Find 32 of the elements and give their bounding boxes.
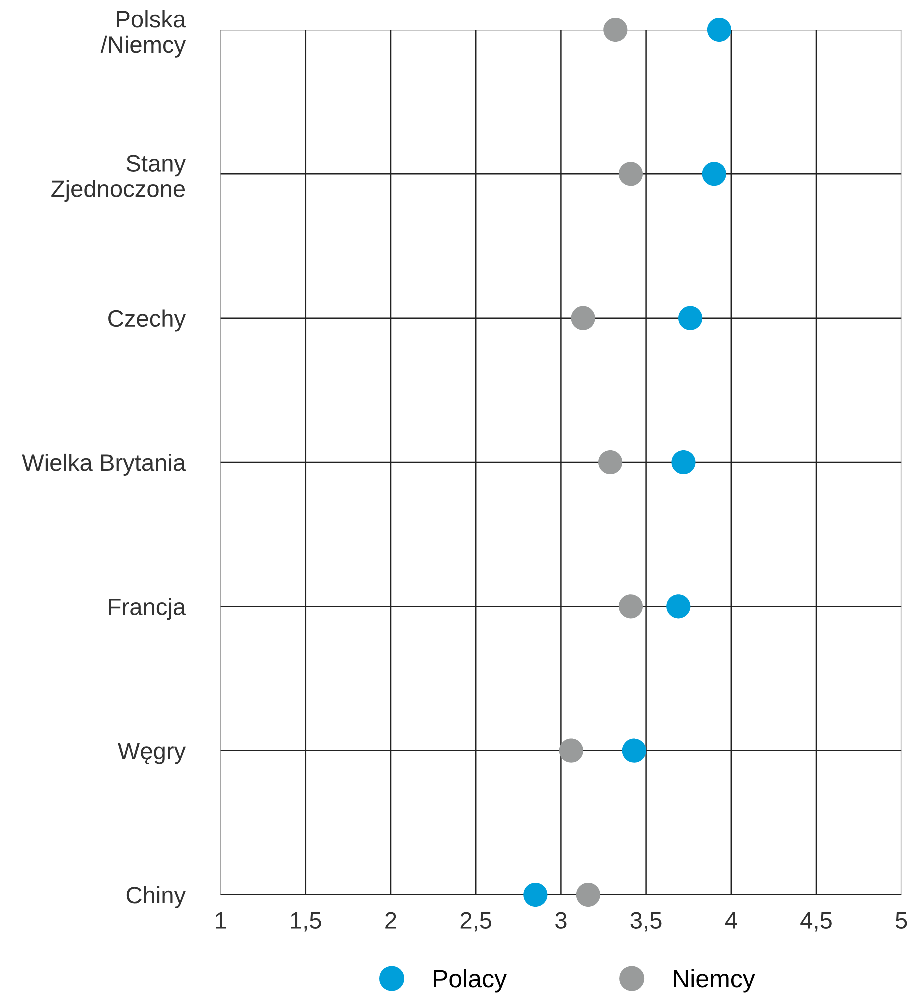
point: [672, 450, 696, 475]
point: [678, 306, 703, 330]
point: [622, 738, 646, 763]
point: [576, 882, 600, 908]
x-tick-label: 5: [896, 912, 908, 930]
point: [707, 18, 732, 42]
point: [618, 162, 644, 186]
x-tick-label: 1,5: [291, 912, 322, 932]
point: [524, 882, 548, 908]
y-tick-label: Stany Zjednoczone: [52, 155, 186, 202]
y-tick-label: Wielka Brytania: [22, 454, 186, 476]
x-tick-label: 3,5: [630, 912, 662, 932]
point: [571, 306, 596, 330]
point: [604, 18, 628, 42]
legend-label: Polacy: [434, 969, 508, 993]
y-tick-label: Polska /Niemcy: [100, 10, 186, 58]
x-tick-label: 4,5: [800, 912, 832, 932]
point: [559, 738, 584, 763]
y-tick-label: Czechy: [108, 310, 186, 332]
y-tick-label: Chiny: [126, 886, 186, 908]
point: [598, 450, 623, 475]
point: [618, 594, 644, 619]
y-tick-label: Francja: [109, 598, 186, 620]
x-tick-label: 4: [725, 912, 738, 929]
legend-label: Niemcy: [674, 969, 756, 993]
x-tick-label: 2,5: [460, 912, 492, 932]
point: [666, 594, 691, 619]
y-tick-label: Węgry: [118, 743, 186, 764]
x-tick-label: 3: [556, 912, 567, 930]
x-tick-label: 2: [386, 912, 396, 929]
point: [702, 162, 726, 186]
x-tick-label: 1: [216, 912, 226, 929]
